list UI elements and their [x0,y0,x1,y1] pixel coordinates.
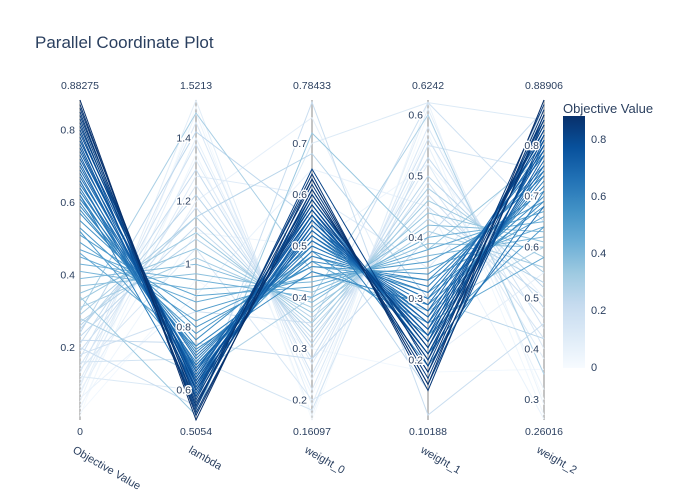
parcoords-line [79,199,545,324]
parcoords-lines [79,99,545,422]
parcoords-line [79,102,545,391]
colorbar-tick-label: 0 [591,362,598,374]
axis-tick-label: 0.6 [524,242,539,254]
axis-max-label: 0.88906 [525,80,563,92]
axis-tick-label: 0.3 [292,343,307,355]
axis-tick-label: 1.2 [176,196,191,208]
parcoords-line [79,221,545,298]
axis-tick-label: 0.2 [60,342,75,354]
parcoords-line [79,212,545,314]
colorbar-tick-label: 0.6 [591,190,607,203]
parcoords-line [79,211,545,297]
colorbar-gradient [563,116,585,368]
axis-max-label: 0.88275 [61,80,99,92]
axis-tick-label: 0.3 [524,394,539,406]
axis-tick-label: 0.7 [292,138,307,150]
axis-tick-label: 0.4 [60,269,75,281]
parcoords-line [79,218,545,323]
colorbar-tick-label: 0.4 [591,247,607,260]
axis-tick-label: 0.5 [292,240,307,252]
plot-title: Parallel Coordinate Plot [35,33,214,52]
axis-tick-label: 1 [185,259,191,271]
parcoords-line [79,187,545,334]
colorbar-tick-label: 0.8 [591,133,607,146]
parcoords-line [79,181,545,366]
axis-tick-label: 0.7 [524,191,539,203]
parcoords-line [79,126,545,392]
parcoords-line [79,175,545,345]
parcoords-line [79,119,545,385]
axis-tick-label: 0.8 [60,124,75,136]
parcoords-line [79,190,545,328]
axis-name-lambda[interactable]: lambda [185,443,226,475]
axis-max-label: 0.78433 [293,80,331,92]
parcoords-line [79,115,545,401]
parcoords-line [79,242,545,293]
parcoords-line [79,236,545,290]
parcoords-line [79,99,545,422]
colorbar-tick-label: 0.2 [591,304,607,317]
axis-tick-label: 0.4 [292,292,307,304]
axis-min-label: 0.16097 [293,426,331,438]
axis-tick-label: 0.4 [408,232,423,244]
axis-tick-label: 0.6 [176,385,191,397]
axis-tick-label: 0.5 [524,292,539,304]
axis-name-weight-2[interactable]: weight_2 [532,442,580,478]
parcoords-line [79,109,545,360]
axis-min-label: 0.10188 [409,426,447,438]
axis-min-label: 0.5054 [180,426,212,438]
axis-tick-label: 1.4 [176,133,191,145]
parcoords-line [79,159,545,381]
parcoords-line [79,116,545,392]
axis-min-label: 0.26016 [525,426,563,438]
parcoords-line [79,118,545,404]
parcoords-line [79,132,545,417]
axis-min-label: 0 [77,426,83,438]
parcoords-line [79,224,545,303]
axis-tick-label: 0.5 [408,171,423,183]
axis-tick-label: 0.8 [176,322,191,334]
colorbar-ticks: 0 0.2 0.4 0.6 0.8 [591,0,651,500]
axis-name-objective-value[interactable]: Objective Value [69,443,144,495]
axis-name-weight-1[interactable]: weight_1 [416,442,464,478]
colorbar-title: Objective Value [563,101,654,116]
axis-name-weight-0[interactable]: weight_0 [300,442,348,478]
axis-tick-label: 0.2 [292,394,307,406]
parcoords-line [79,99,545,407]
parcoords-line [79,104,545,417]
axis-tick-label: 0.6 [408,109,423,121]
axis-tick-label: 0.3 [408,293,423,305]
axis-tick-label: 0.2 [408,354,423,366]
parcoords-line [79,200,545,313]
axis-tick-label: 0.8 [524,140,539,152]
axis-tick-label: 0.4 [524,343,539,355]
parcoords-line [79,144,545,411]
parcoords-line [79,100,545,416]
axis-max-label: 1.5213 [180,80,212,92]
parcoords-line [79,101,545,417]
axis-tick-label: 0.6 [292,189,307,201]
axis-max-label: 0.6242 [412,80,444,92]
parcoords-line [79,108,545,408]
axis-tick-label: 0.6 [60,197,75,209]
parcoords-line [79,152,545,340]
